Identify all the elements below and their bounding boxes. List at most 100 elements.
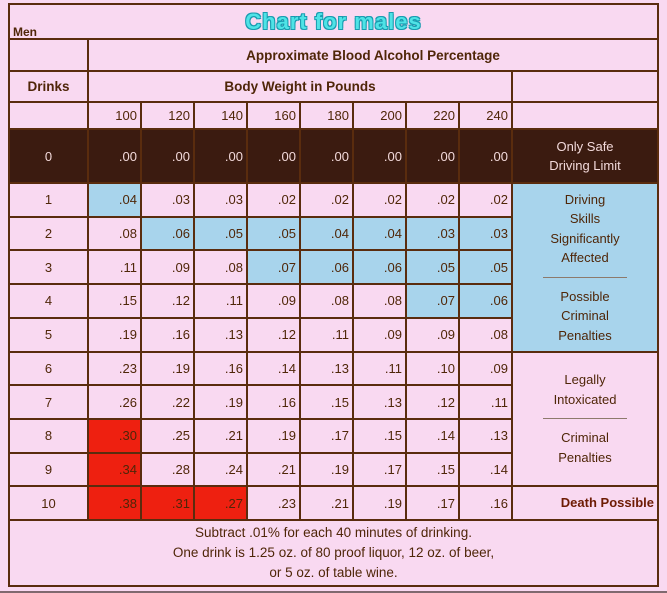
- bac-value-cell: .28: [142, 453, 193, 486]
- drinks-count-cell: 2: [10, 217, 87, 250]
- bac-value-cell: .06: [354, 251, 405, 284]
- drinks-count-cell: 3: [10, 251, 87, 284]
- bac-value-cell: .16: [460, 487, 511, 519]
- bac-value-cell: .23: [248, 487, 299, 519]
- zone-line: Criminal: [561, 430, 609, 446]
- zone-line: Possible: [560, 288, 610, 304]
- drinks-count-cell: 4: [10, 285, 87, 317]
- bac-value-cell: .24: [195, 453, 246, 486]
- bac-value-cell: .11: [195, 285, 246, 317]
- drinks-count-cell: 0: [10, 130, 87, 182]
- bac-value-cell: .14: [407, 419, 458, 452]
- bac-value-cell: .03: [142, 184, 193, 216]
- zone-legally-intoxicated: Legally Intoxicated Criminal Penalties: [513, 352, 657, 486]
- bac-value-cell: .08: [89, 217, 140, 250]
- bac-value-cell: .06: [460, 285, 511, 317]
- zone-line: Significantly: [550, 230, 620, 246]
- bac-value-cell: .03: [460, 217, 511, 250]
- bac-value-cell: .02: [301, 184, 352, 216]
- bac-value-cell: .11: [354, 352, 405, 385]
- zone-driving-skills-affected: Driving Skills Significantly Affected Po…: [513, 184, 657, 351]
- title-row: Chart for males Men: [10, 5, 657, 38]
- weight-column-header: 180: [301, 103, 352, 128]
- bac-value-cell: .06: [301, 251, 352, 284]
- bac-value-cell: .15: [407, 453, 458, 486]
- bac-value-cell: .03: [195, 184, 246, 216]
- weight-column-header: 100: [89, 103, 140, 128]
- bac-value-cell: .06: [142, 217, 193, 250]
- drinks-count-cell: 7: [10, 386, 87, 418]
- bac-value-cell: .02: [407, 184, 458, 216]
- drinks-count-cell: 6: [10, 352, 87, 385]
- bac-value-cell: .17: [407, 487, 458, 519]
- bac-value-cell: .09: [248, 285, 299, 317]
- bac-value-cell: .00: [301, 130, 352, 182]
- bac-value-cell: .31: [142, 487, 193, 519]
- bac-value-cell: .02: [354, 184, 405, 216]
- bac-value-cell: .19: [354, 487, 405, 519]
- chart-title: Chart for males: [245, 8, 422, 34]
- zone-only-safe-driving-limit: Only Safe Driving Limit: [513, 130, 657, 182]
- bac-value-cell: .17: [301, 419, 352, 452]
- zone-line: Only Safe: [556, 138, 614, 154]
- footer-line: One drink is 1.25 oz. of 80 proof liquor…: [172, 544, 495, 560]
- bac-value-cell: .02: [460, 184, 511, 216]
- bac-value-cell: .19: [89, 318, 140, 351]
- bac-value-cell: .05: [407, 251, 458, 284]
- zone-line: Death Possible: [560, 495, 654, 511]
- bac-value-cell: .15: [354, 419, 405, 452]
- zone-line: Affected: [561, 250, 609, 265]
- bac-value-cell: .00: [195, 130, 246, 182]
- zone-line: Intoxicated: [553, 391, 617, 407]
- zone-divider-line: [543, 418, 627, 420]
- window-bottom-edge: [0, 591, 667, 593]
- bac-value-cell: .38: [89, 487, 140, 519]
- weight-column-header: 120: [142, 103, 193, 128]
- bac-value-cell: .03: [407, 217, 458, 250]
- bac-value-cell: .08: [195, 251, 246, 284]
- drinks-header: Drinks: [10, 72, 87, 101]
- bac-value-cell: .12: [248, 318, 299, 351]
- empty-cell: [10, 103, 87, 128]
- bac-value-cell: .14: [248, 352, 299, 385]
- bac-value-cell: .07: [248, 251, 299, 284]
- bac-value-cell: .19: [301, 453, 352, 486]
- bac-value-cell: .00: [248, 130, 299, 182]
- bac-value-cell: .05: [195, 217, 246, 250]
- drinks-count-cell: 8: [10, 419, 87, 452]
- bac-value-cell: .00: [460, 130, 511, 182]
- drinks-count-cell: 9: [10, 453, 87, 486]
- bac-value-cell: .10: [407, 352, 458, 385]
- bac-value-cell: .12: [142, 285, 193, 317]
- bac-value-cell: .21: [248, 453, 299, 486]
- zone-line: Skills: [569, 211, 601, 226]
- zone-line: Penalties: [558, 449, 612, 465]
- bac-value-cell: .12: [407, 386, 458, 418]
- bac-value-cell: .25: [142, 419, 193, 452]
- bac-value-cell: .00: [407, 130, 458, 182]
- bac-value-cell: .30: [89, 419, 140, 452]
- bac-value-cell: .00: [354, 130, 405, 182]
- bac-value-cell: .11: [301, 318, 352, 351]
- bac-value-cell: .08: [460, 318, 511, 351]
- bac-value-cell: .09: [142, 251, 193, 284]
- footer-line: Subtract .01% for each 40 minutes of dri…: [195, 524, 472, 540]
- bac-chart: Chart for males Men Approximate Blood Al…: [8, 3, 659, 587]
- bac-value-cell: .16: [248, 386, 299, 418]
- weight-column-header: 140: [195, 103, 246, 128]
- empty-cell: [513, 72, 657, 101]
- weight-header: Body Weight in Pounds: [89, 72, 511, 101]
- bac-value-cell: .21: [195, 419, 246, 452]
- bac-value-cell: .04: [89, 184, 140, 216]
- bac-value-cell: .08: [301, 285, 352, 317]
- footer-line: or 5 oz. of table wine.: [269, 565, 398, 581]
- zone-line: Criminal: [561, 308, 609, 323]
- bac-value-cell: .15: [89, 285, 140, 317]
- bac-value-cell: .17: [354, 453, 405, 486]
- bac-value-cell: .19: [195, 386, 246, 418]
- zone-line: Penalties: [558, 327, 612, 343]
- bac-value-cell: .09: [354, 318, 405, 351]
- drinks-count-cell: 10: [10, 487, 87, 519]
- zone-divider-line: [543, 276, 627, 278]
- percentage-header: Approximate Blood Alcohol Percentage: [89, 40, 657, 70]
